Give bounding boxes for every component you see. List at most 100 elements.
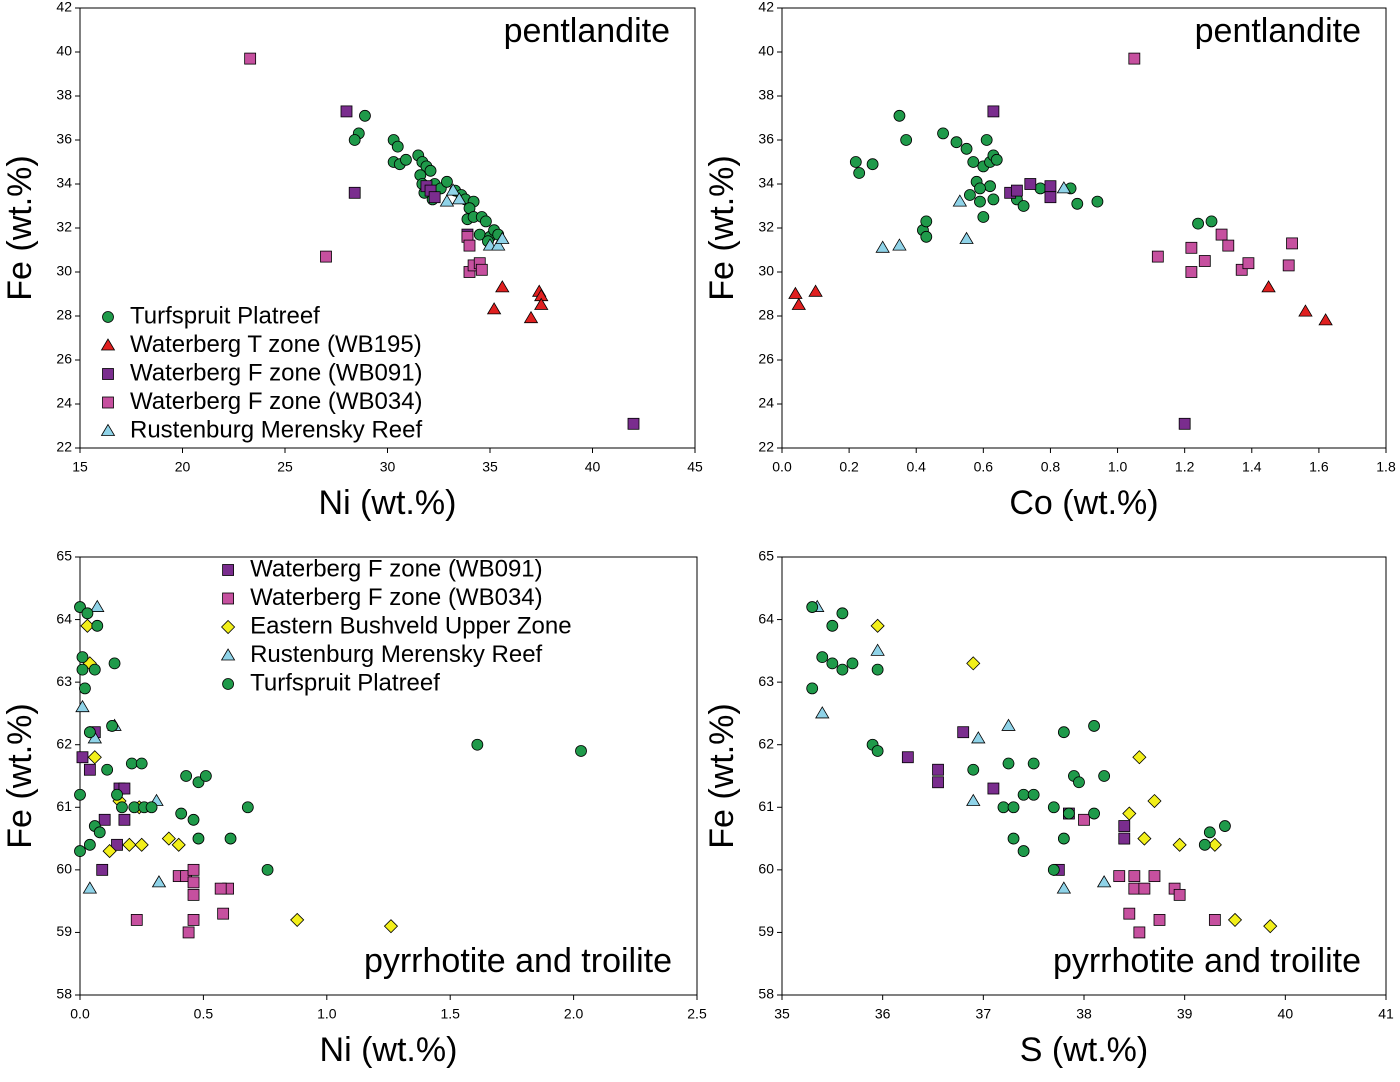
- x-tick-label: 36: [875, 1006, 891, 1022]
- x-tick-label: 30: [380, 459, 396, 475]
- legend-label: Eastern Bushveld Upper Zone: [250, 612, 572, 639]
- data-point: [463, 239, 476, 252]
- data-point: [1318, 313, 1333, 326]
- data-point: [1034, 182, 1047, 195]
- data-point: [1056, 881, 1072, 894]
- x-tick-label: 1.0: [1108, 459, 1128, 475]
- data-point: [959, 231, 974, 244]
- x-tick-label: 1.5: [440, 1006, 460, 1022]
- y-tick-label: 58: [758, 986, 774, 1002]
- data-point: [1298, 304, 1313, 317]
- data-point: [791, 297, 806, 310]
- data-point: [957, 726, 970, 739]
- plot-frame: [79, 556, 698, 996]
- data-point: [479, 215, 492, 228]
- data-point: [424, 164, 437, 177]
- data-point: [445, 183, 461, 196]
- data-point: [1185, 266, 1198, 278]
- data-point: [1024, 178, 1037, 190]
- data-point: [1148, 870, 1161, 883]
- legend-label: Rustenburg Merensky Reef: [130, 416, 422, 443]
- y-tick-label: 32: [758, 219, 774, 235]
- data-point: [79, 682, 91, 695]
- data-point: [1122, 806, 1137, 821]
- data-point: [187, 863, 200, 876]
- data-point: [1286, 237, 1298, 250]
- data-point: [187, 914, 200, 926]
- data-point: [400, 153, 412, 166]
- data-point: [102, 844, 117, 859]
- x-tick-label: 41: [1378, 1006, 1394, 1022]
- data-point: [80, 618, 95, 633]
- data-point: [1132, 750, 1147, 765]
- data-point: [990, 153, 1003, 166]
- data-point: [806, 682, 819, 695]
- y-tick-label: 26: [56, 351, 72, 367]
- data-point: [340, 105, 353, 118]
- data-point: [1027, 757, 1040, 770]
- data-point: [1071, 197, 1084, 210]
- x-tick-label: 0.5: [194, 1006, 214, 1022]
- data-point: [920, 215, 933, 228]
- data-point: [76, 651, 89, 664]
- data-point: [977, 211, 990, 223]
- y-tick-label: 61: [758, 798, 774, 814]
- data-point: [1138, 882, 1151, 895]
- data-point: [1088, 807, 1100, 820]
- data-point: [475, 263, 488, 276]
- data-point: [920, 230, 933, 243]
- data-point: [495, 280, 510, 293]
- scatter-panel: 0.0 0.2 0.4 0.6 0.8 1.0 1.2 1.4 1.6 1.8 22 24 26 28 30…: [703, 0, 1396, 522]
- legend-marker: [102, 368, 114, 380]
- data-point: [83, 726, 96, 739]
- data-point: [439, 194, 455, 207]
- data-point: [1057, 726, 1070, 739]
- data-point: [134, 837, 149, 852]
- data-point: [118, 813, 131, 826]
- data-point: [987, 193, 1000, 206]
- data-point: [980, 134, 993, 146]
- y-tick-label: 22: [758, 439, 774, 455]
- scatter-panel: 35 36 37 38 39 40 41 58 59 60 61 62 63 64 65 S (wt.%) Fe…: [703, 548, 1394, 1069]
- data-point: [187, 888, 200, 901]
- x-tick-label: 2.5: [687, 1006, 707, 1022]
- data-point: [1178, 417, 1191, 430]
- data-point: [1133, 926, 1146, 939]
- plot-frame: [781, 556, 1387, 996]
- y-tick-label: 34: [56, 175, 72, 191]
- data-point: [974, 182, 986, 195]
- x-tick-label: 35: [482, 459, 498, 475]
- x-tick-label: 20: [175, 459, 191, 475]
- y-tick-label: 42: [758, 0, 774, 15]
- y-tick-label: 22: [56, 439, 72, 455]
- legend-marker: [222, 592, 234, 605]
- data-point: [826, 619, 839, 632]
- data-point: [1123, 907, 1136, 920]
- plot-frame: [781, 7, 1387, 449]
- data-point: [1208, 914, 1221, 926]
- data-point: [130, 914, 143, 926]
- legend-marker: [220, 648, 236, 661]
- data-point: [441, 175, 453, 188]
- data-point: [1227, 912, 1243, 927]
- y-tick-label: 26: [758, 351, 774, 367]
- data-point: [486, 302, 502, 315]
- data-point: [1222, 239, 1235, 252]
- x-tick-label: 2.0: [564, 1006, 584, 1022]
- legend-marker: [102, 311, 114, 323]
- data-point: [1128, 882, 1141, 895]
- legend-marker: [222, 678, 234, 690]
- legend-label: Rustenburg Merensky Reef: [250, 641, 542, 668]
- x-tick-label: 1.8: [1376, 459, 1396, 475]
- data-point: [870, 643, 885, 656]
- y-tick-label: 63: [758, 673, 774, 689]
- data-point: [987, 105, 1000, 118]
- data-point: [290, 912, 305, 927]
- x-axis-label: Ni (wt.%): [320, 1031, 458, 1069]
- x-tick-label: 38: [1076, 1006, 1092, 1022]
- data-point: [1044, 191, 1057, 204]
- x-tick-label: 35: [774, 1006, 790, 1022]
- x-tick-label: 45: [687, 459, 703, 475]
- data-point: [452, 192, 467, 205]
- y-tick-label: 30: [758, 263, 774, 279]
